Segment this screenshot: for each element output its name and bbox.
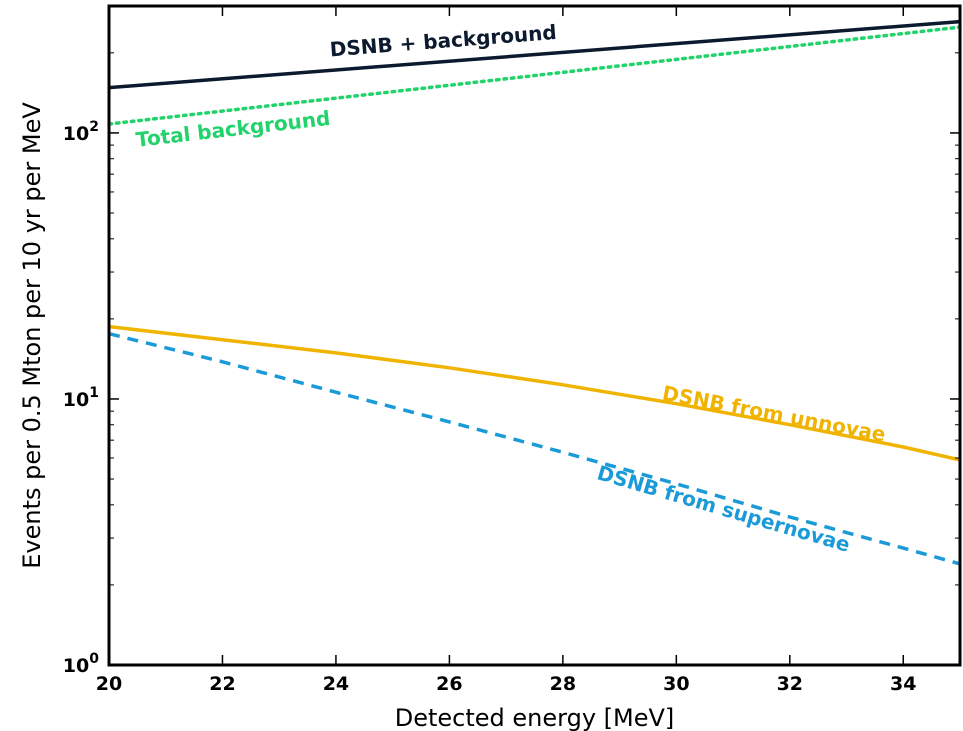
x-axis: 20 22 24 26 28 30 32 34 (96, 6, 916, 695)
x-tick-label: 24 (323, 673, 349, 695)
y-tick-label: 102 (63, 119, 99, 145)
series-label-dsnb-from-supernovae: DSNB from supernovae (595, 461, 853, 557)
y-tick-base: 10 (63, 389, 89, 411)
y-tick-exponent: 0 (89, 651, 99, 667)
y-tick-exponent: 2 (89, 119, 99, 135)
plot-frame (107, 4, 962, 667)
series-layer (107, 19, 962, 566)
series-label-total-background: Total background (135, 106, 332, 152)
x-tick-label: 28 (550, 673, 576, 695)
y-tick-label: 100 (63, 651, 99, 677)
series-line-dsnb-background (108, 19, 961, 90)
series-label-dsnb-from-unnovae: DSNB from unnovae (661, 381, 888, 447)
y-tick-label: 101 (63, 385, 99, 411)
x-tick-label: 22 (209, 673, 235, 695)
x-tick-label: 30 (663, 673, 689, 695)
x-tick-label: 20 (96, 673, 122, 695)
y-tick-base: 10 (63, 655, 89, 677)
series-line-dsnb-from-supernovae (108, 332, 961, 566)
y-axis-title: Events per 0.5 Mton per 10 yr per MeV (18, 102, 46, 569)
series-line-total-background (107, 25, 962, 126)
y-tick-exponent: 1 (89, 385, 99, 401)
x-tick-label: 34 (890, 673, 916, 695)
x-tick-label: 32 (777, 673, 803, 695)
x-axis-title: Detected energy [MeV] (395, 704, 675, 731)
y-tick-base: 10 (63, 123, 89, 145)
x-tick-label: 26 (436, 673, 462, 695)
series-line-dsnb-from-unnovae (108, 324, 961, 462)
